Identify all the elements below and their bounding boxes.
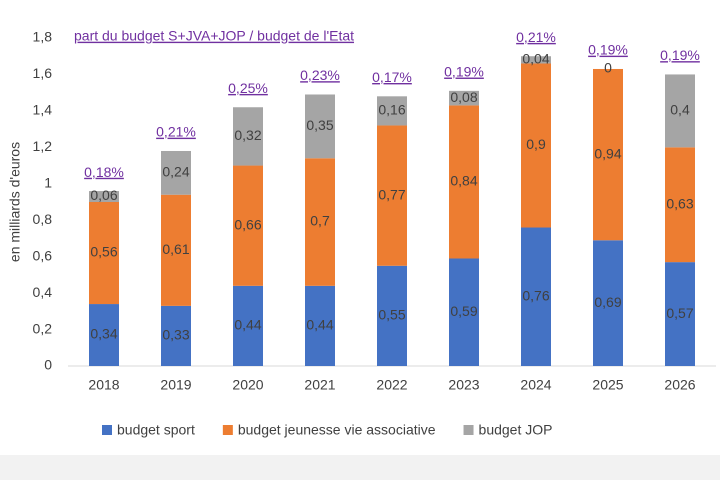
x-tick-label: 2019 <box>160 377 191 393</box>
data-label: 0,4 <box>670 102 690 118</box>
bar-segment <box>89 202 119 305</box>
bar-segment <box>305 158 335 286</box>
y-tick-label: 0,6 <box>33 247 53 263</box>
bar-segment <box>305 94 335 159</box>
y-tick-label: 0,8 <box>33 211 53 227</box>
x-tick-label: 2026 <box>664 377 695 393</box>
bar-segment <box>89 191 119 202</box>
data-label: 0,44 <box>306 317 333 333</box>
data-label: 0,44 <box>234 317 261 333</box>
data-label: 0,61 <box>162 241 189 257</box>
data-label: 0,24 <box>162 164 189 180</box>
bar-segment <box>593 68 623 241</box>
share-label: 0,19% <box>444 64 484 80</box>
data-label: 0,08 <box>450 89 477 105</box>
legend-swatch <box>222 425 233 435</box>
y-tick-label: 0,2 <box>33 320 53 336</box>
bar-segment <box>665 262 695 366</box>
y-tick-label: 1,2 <box>33 138 53 154</box>
data-label: 0,84 <box>450 173 477 189</box>
y-tick-label: 1 <box>44 174 52 190</box>
bar-segment <box>521 56 551 64</box>
data-label: 0,06 <box>90 187 117 203</box>
data-label: 0,16 <box>378 102 405 118</box>
share-label: 0,18% <box>84 164 124 180</box>
bar-segment <box>377 265 407 366</box>
y-tick-label: 1,4 <box>33 102 53 118</box>
bar-segment <box>305 285 335 366</box>
bar-segment <box>89 304 119 366</box>
bar-segment <box>377 96 407 126</box>
x-tick-label: 2023 <box>448 377 479 393</box>
share-label: 0,19% <box>588 42 628 58</box>
bar-segment <box>449 105 479 259</box>
bar-segment <box>521 63 551 228</box>
x-tick-label: 2021 <box>304 377 335 393</box>
share-label: 0,17% <box>372 69 412 85</box>
bar-segment <box>449 90 479 106</box>
data-label: 0,04 <box>522 51 549 67</box>
data-label: 0,9 <box>526 136 546 152</box>
data-label: 0,77 <box>378 186 405 202</box>
bar-segment <box>377 125 407 266</box>
data-label: 0,69 <box>594 294 621 310</box>
data-label: 0,76 <box>522 287 549 303</box>
chart-title: part du budget S+JVA+JOP / budget de l'E… <box>74 28 354 44</box>
x-tick-label: 2025 <box>592 377 623 393</box>
bar-segment <box>665 147 695 263</box>
bar-segment <box>233 107 263 166</box>
bar-segment <box>161 194 191 306</box>
data-label: 0,7 <box>310 213 330 229</box>
bar-segment <box>665 74 695 148</box>
bar-segment <box>233 165 263 286</box>
bar-segment <box>233 285 263 366</box>
data-label: 0,32 <box>234 127 261 143</box>
bar-segment <box>593 240 623 366</box>
share-label: 0,21% <box>516 29 556 45</box>
legend-swatch <box>102 425 112 435</box>
data-label: 0,63 <box>666 195 693 211</box>
data-label: 0,34 <box>90 326 117 342</box>
data-label: 0,59 <box>450 303 477 319</box>
x-tick-label: 2018 <box>88 377 119 393</box>
data-label: 0,55 <box>378 307 405 323</box>
share-label: 0,23% <box>300 67 340 83</box>
data-label: 0,56 <box>90 244 117 260</box>
share-label: 0,25% <box>228 80 268 96</box>
legend-label: budget JOP <box>479 422 553 438</box>
y-axis-label: en milliards d'euros <box>7 142 23 262</box>
x-tick-label: 2022 <box>376 377 407 393</box>
data-label: 0,33 <box>162 327 189 343</box>
bar-segment <box>521 227 551 366</box>
share-label: 0,19% <box>660 47 700 63</box>
legend-label: budget sport <box>117 422 195 438</box>
data-label: 0,66 <box>234 216 261 232</box>
legend-swatch <box>463 425 474 435</box>
y-tick-label: 1,6 <box>33 65 53 81</box>
y-tick-label: 1,8 <box>33 29 53 45</box>
y-tick-label: 0 <box>44 357 52 373</box>
y-tick-label: 0,4 <box>33 284 53 300</box>
bar-segment <box>449 258 479 366</box>
x-tick-label: 2024 <box>520 377 551 393</box>
data-label: 0,57 <box>666 305 693 321</box>
data-label: 0,94 <box>594 145 621 161</box>
x-tick-label: 2020 <box>232 377 263 393</box>
bar-segment <box>161 150 191 195</box>
data-label: 0 <box>604 60 612 76</box>
data-label: 0,35 <box>306 117 333 133</box>
share-label: 0,21% <box>156 124 196 140</box>
bar-segment <box>161 305 191 366</box>
legend-label: budget jeunesse vie associative <box>238 422 436 438</box>
